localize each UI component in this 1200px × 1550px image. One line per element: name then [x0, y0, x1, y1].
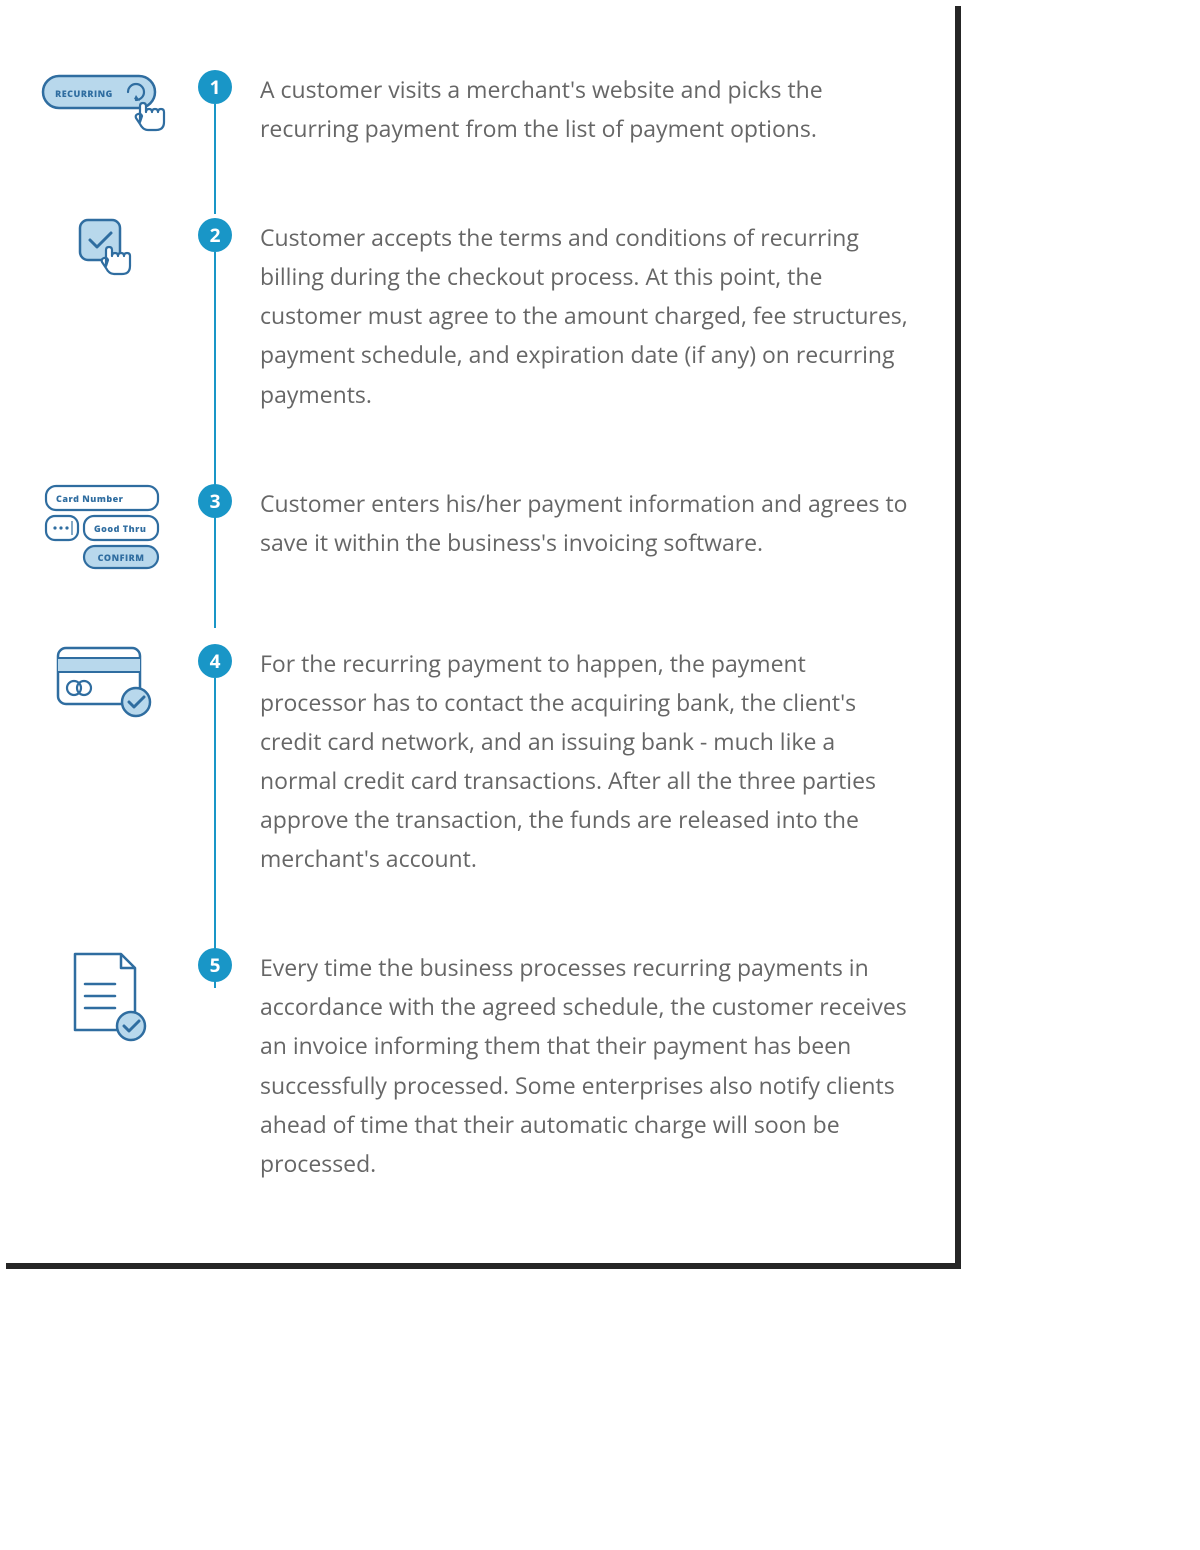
connector-4: [214, 678, 216, 988]
step-5-icon: [40, 948, 170, 1183]
step-5: 5 Every time the business processes recu…: [40, 948, 915, 1183]
connector-3: [214, 518, 216, 628]
step-1: RECURRING 1 A customer visits a merchant…: [40, 70, 915, 148]
step-badge-4: 4: [198, 644, 232, 678]
step-1-text: A customer visits a merchant's website a…: [260, 70, 915, 148]
step-2: 2 Customer accepts the terms and conditi…: [40, 218, 915, 413]
card-number-label: Card Number: [56, 492, 124, 505]
step-2-icon: [40, 218, 170, 413]
step-3: Card Number Good Thru CONFIRM 3 Customer…: [40, 484, 915, 574]
step-badge-2: 2: [198, 218, 232, 252]
connector-2: [214, 252, 216, 522]
step-badge-3: 3: [198, 484, 232, 518]
step-4-icon: [40, 644, 170, 879]
connector-1: [214, 104, 216, 214]
step-3-icon: Card Number Good Thru CONFIRM: [40, 484, 170, 574]
step-4-text: For the recurring payment to happen, the…: [260, 644, 915, 879]
step-5-text: Every time the business processes recurr…: [260, 948, 915, 1183]
step-1-icon: RECURRING: [40, 70, 170, 148]
good-thru-label: Good Thru: [94, 522, 146, 535]
recurring-label: RECURRING: [55, 87, 113, 100]
step-2-text: Customer accepts the terms and condition…: [260, 218, 915, 413]
step-badge-1: 1: [198, 70, 232, 104]
step-3-text: Customer enters his/her payment informat…: [260, 484, 915, 562]
step-badge-5: 5: [198, 948, 232, 982]
infographic-card: RECURRING 1 A customer visits a merchant…: [0, 0, 955, 1263]
step-4: 4 For the recurring payment to happen, t…: [40, 644, 915, 879]
confirm-label: CONFIRM: [98, 551, 145, 564]
